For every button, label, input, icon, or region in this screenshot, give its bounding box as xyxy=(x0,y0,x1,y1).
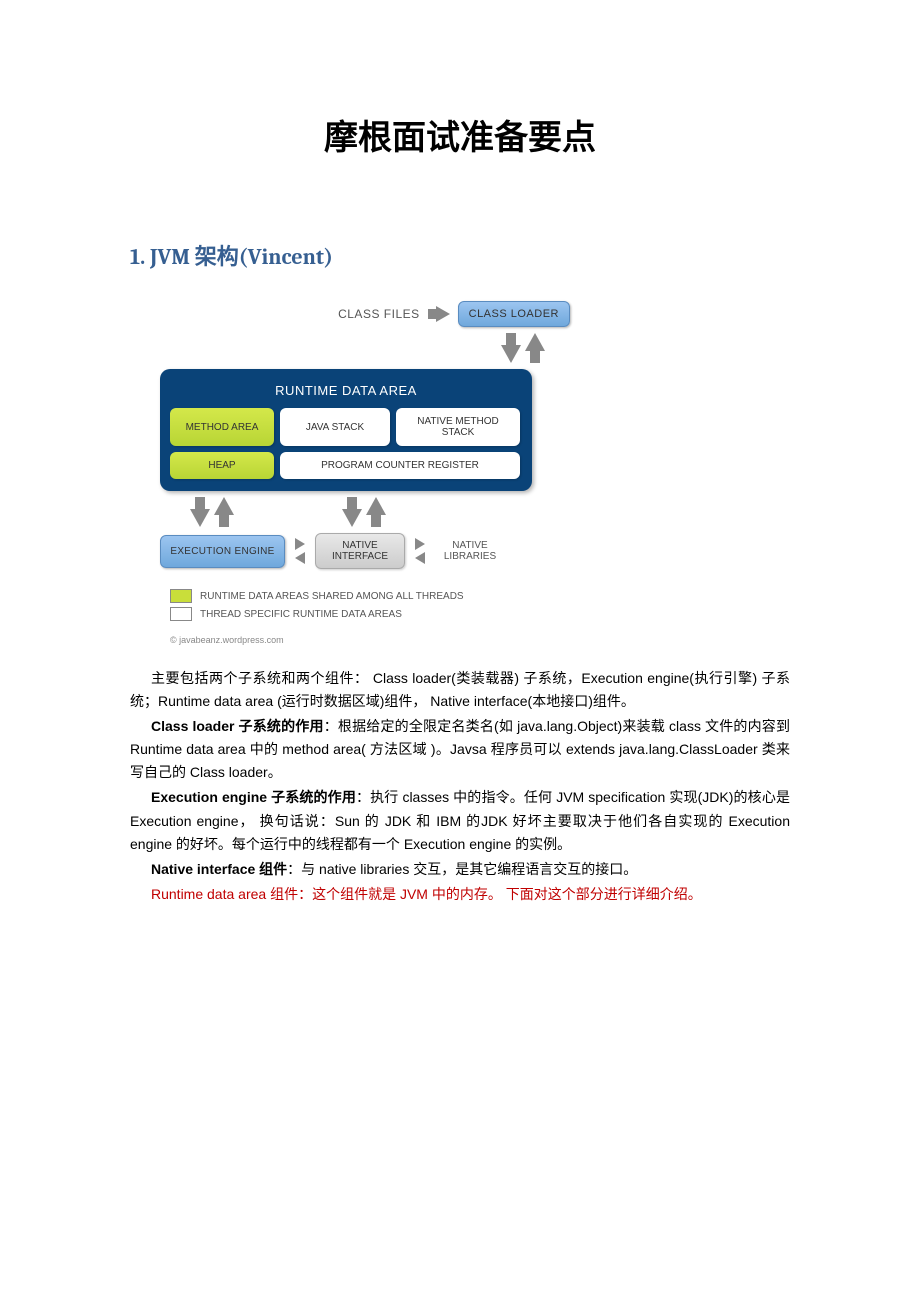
legend-text-1: RUNTIME DATA AREAS SHARED AMONG ALL THRE… xyxy=(200,591,464,602)
bold-text: Class loader 子系统的作用 xyxy=(151,718,324,734)
paragraph-1: 主要包括两个子系统和两个组件： Class loader(类装载器) 子系统，E… xyxy=(130,667,790,713)
paragraph-4: Native interface 组件：与 native libraries 交… xyxy=(130,858,790,881)
jvm-diagram: CLASS FILES CLASS LOADER RUNTIME DATA AR… xyxy=(160,301,580,645)
arrow-up-icon xyxy=(525,333,545,351)
arrow-right-icon xyxy=(428,306,450,322)
text-span: ：与 native libraries 交互，是其它编程语言交互的接口。 xyxy=(287,861,637,877)
pcr-cell: PROGRAM COUNTER REGISTER xyxy=(280,452,520,479)
native-libraries-label: NATIVE LIBRARIES xyxy=(435,540,505,562)
bold-text: Native interface 组件 xyxy=(151,861,287,877)
arrow-down-icon xyxy=(342,509,362,527)
paragraph-3: Execution engine 子系统的作用：执行 classes 中的指令。… xyxy=(130,786,790,855)
arrow-up-icon xyxy=(366,497,386,515)
arrow-up-icon xyxy=(214,497,234,515)
legend-text-2: THREAD SPECIFIC RUNTIME DATA AREAS xyxy=(200,609,402,620)
native-method-stack-cell: NATIVE METHOD STACK xyxy=(396,408,520,446)
java-stack-cell: JAVA STACK xyxy=(280,408,390,446)
method-area-cell: METHOD AREA xyxy=(170,408,274,446)
paragraph-5-highlight: Runtime data area 组件：这个组件就是 JVM 中的内存。 下面… xyxy=(130,883,790,906)
heap-cell: HEAP xyxy=(170,452,274,479)
copyright-text: © javabeanz.wordpress.com xyxy=(170,635,580,645)
section-heading: 1. JVM 架构(Vincent) xyxy=(130,239,790,271)
legend-swatch-white xyxy=(170,607,192,621)
execution-engine-box: EXECUTION ENGINE xyxy=(160,535,285,568)
body-text: 主要包括两个子系统和两个组件： Class loader(类装载器) 子系统，E… xyxy=(130,667,790,906)
arrow-down-icon xyxy=(190,509,210,527)
class-loader-box: CLASS LOADER xyxy=(458,301,570,327)
bidirectional-arrow-icon xyxy=(295,538,305,564)
class-files-label: CLASS FILES xyxy=(338,307,420,321)
runtime-title: RUNTIME DATA AREA xyxy=(170,379,522,408)
arrow-down-icon xyxy=(501,345,521,363)
legend: RUNTIME DATA AREAS SHARED AMONG ALL THRE… xyxy=(170,589,580,621)
paragraph-2: Class loader 子系统的作用：根据给定的全限定名类名(如 java.l… xyxy=(130,715,790,784)
bidirectional-arrow-icon xyxy=(415,538,425,564)
legend-swatch-green xyxy=(170,589,192,603)
page-title: 摩根面试准备要点 xyxy=(130,110,790,159)
runtime-data-area-box: RUNTIME DATA AREA METHOD AREA JAVA STACK… xyxy=(160,369,532,491)
bold-text: Execution engine 子系统的作用 xyxy=(151,789,356,805)
native-interface-box: NATIVE INTERFACE xyxy=(315,533,405,569)
